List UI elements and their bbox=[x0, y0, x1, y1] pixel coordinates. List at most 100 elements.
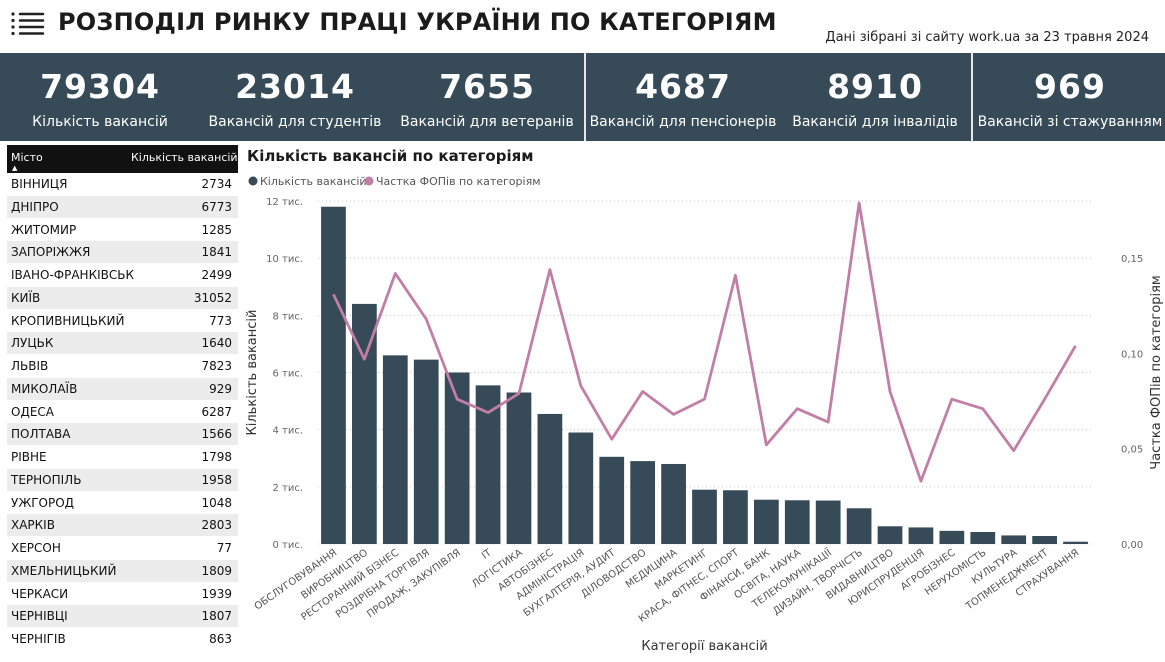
city-cell: ХМЕЛЬНИЦЬКИЙ bbox=[11, 563, 117, 578]
bar[interactable] bbox=[1063, 541, 1088, 544]
city-cell: КИЇВ bbox=[11, 290, 41, 305]
menu-list-icon[interactable] bbox=[9, 10, 45, 38]
table-row[interactable]: КИЇВ 31052 bbox=[7, 286, 238, 310]
bar[interactable] bbox=[970, 531, 996, 544]
kpi-divider bbox=[584, 53, 586, 141]
legend-marker-bars bbox=[248, 176, 258, 186]
city-cell: ХЕРСОН bbox=[11, 541, 61, 555]
category-chart: Кількість вакансій по категоріям Кількіст… bbox=[243, 143, 1165, 658]
city-cell: ПОЛТАВА bbox=[11, 427, 71, 442]
count-cell: 1285 bbox=[201, 222, 232, 237]
y-axis-label: Кількість вакансій bbox=[245, 310, 260, 436]
table-row[interactable]: ЧЕРКАСИ 1939 bbox=[7, 583, 238, 606]
y-tick-label: 0 тис. bbox=[272, 540, 303, 551]
city-cell: РІВНЕ bbox=[11, 450, 47, 464]
kpi-veterans[interactable]: 7655 Вакансій для ветеранів bbox=[387, 53, 587, 141]
column-header-count[interactable]: Кількість вакансій bbox=[131, 151, 238, 164]
count-cell: 7823 bbox=[201, 359, 232, 373]
table-row[interactable]: ЧЕРНІГІВ 863 bbox=[7, 628, 238, 651]
bar[interactable] bbox=[568, 432, 594, 544]
bar[interactable] bbox=[846, 508, 872, 544]
legend-marker-line bbox=[364, 176, 374, 186]
y2-tick-label: 0,00 bbox=[1121, 540, 1143, 551]
table-row[interactable]: МИКОЛАЇВ 929 bbox=[7, 377, 238, 401]
bar[interactable] bbox=[413, 359, 439, 544]
count-cell: 1048 bbox=[201, 495, 232, 510]
city-cell: ХАРКІВ bbox=[11, 518, 55, 533]
bar[interactable] bbox=[444, 372, 470, 545]
bar[interactable] bbox=[1001, 535, 1027, 544]
table-row[interactable]: ОДЕСА 6287 bbox=[7, 401, 238, 424]
kpi-divider bbox=[971, 53, 973, 141]
table-row[interactable]: ІВАНО-ФРАНКІВСЬК 2499 bbox=[7, 264, 238, 287]
count-cell: 1640 bbox=[201, 336, 232, 351]
table-row[interactable]: ЛУЦЬК 1640 bbox=[7, 332, 238, 355]
header: РОЗПОДІЛ РИНКУ ПРАЦІ УКРАЇНИ ПО КАТЕГОРІ… bbox=[0, 0, 1165, 52]
y-tick-label: 8 тис. bbox=[272, 311, 303, 322]
bar[interactable] bbox=[784, 500, 810, 544]
kpi-internship[interactable]: 969 Вакансій зі стажуванням bbox=[970, 53, 1165, 141]
bar[interactable] bbox=[599, 456, 625, 544]
bar[interactable] bbox=[908, 527, 934, 544]
kpi-label: Вакансій для інвалідів bbox=[792, 114, 958, 130]
table-header: Місто ▲ Кількість вакансій bbox=[7, 145, 238, 173]
bar[interactable] bbox=[661, 463, 686, 544]
kpi-total-vacancies[interactable]: 79304 Кількість вакансій bbox=[0, 53, 200, 141]
bar[interactable] bbox=[723, 490, 748, 544]
y2-tick-label: 0,15 bbox=[1121, 254, 1143, 265]
table-row[interactable]: ХМЕЛЬНИЦЬКИЙ 1809 bbox=[7, 559, 238, 583]
legend-label-line: Частка ФОПів по категоріям bbox=[376, 175, 541, 188]
kpi-value: 4687 bbox=[635, 67, 731, 106]
kpi-students[interactable]: 23014 Вакансій для студентів bbox=[195, 53, 395, 141]
table-row[interactable]: ДНІПРО 6773 bbox=[7, 195, 238, 219]
table-row[interactable]: ХЕРСОН 77 bbox=[7, 537, 238, 560]
table-row[interactable]: УЖГОРОД 1048 bbox=[7, 492, 238, 515]
count-cell: 1807 bbox=[201, 609, 232, 624]
kpi-value: 23014 bbox=[235, 67, 355, 106]
y2-tick-label: 0,05 bbox=[1121, 445, 1143, 456]
bar[interactable] bbox=[1032, 535, 1057, 544]
count-cell: 1798 bbox=[201, 450, 232, 464]
count-cell: 31052 bbox=[193, 290, 232, 305]
table-row[interactable]: РІВНЕ 1798 bbox=[7, 446, 238, 469]
city-cell: КРОПИВНИЦЬКИЙ bbox=[11, 313, 125, 328]
bar[interactable] bbox=[321, 206, 346, 544]
table-row[interactable]: ВІННИЦЯ 2734 bbox=[7, 173, 238, 196]
kpi-disabled[interactable]: 8910 Вакансій для інвалідів bbox=[775, 53, 975, 141]
city-cell: ЧЕРНІВЦІ bbox=[11, 609, 68, 624]
x-axis-label: Категорії вакансій bbox=[641, 639, 767, 654]
table-row[interactable]: ЧЕРНІВЦІ 1807 bbox=[7, 605, 238, 628]
count-cell: 1939 bbox=[201, 586, 232, 601]
city-cell: ЗАПОРІЖЖЯ bbox=[11, 245, 91, 260]
bar[interactable] bbox=[382, 355, 408, 544]
city-cell: ІВАНО-ФРАНКІВСЬК bbox=[11, 268, 134, 282]
table-row[interactable]: ЖИТОМИР 1285 bbox=[7, 219, 238, 242]
kpi-value: 7655 bbox=[439, 67, 535, 106]
bar[interactable] bbox=[753, 499, 779, 544]
bar[interactable] bbox=[537, 413, 563, 544]
kpi-label: Кількість вакансій bbox=[32, 114, 168, 130]
table-row[interactable]: ПОЛТАВА 1566 bbox=[7, 423, 238, 446]
table-body: ВІННИЦЯ 2734 ДНІПРО 6773 ЖИТОМИР 1285 ЗАПОРІЖЖ… bbox=[7, 173, 238, 651]
column-header-city[interactable]: Місто bbox=[11, 151, 43, 164]
city-cell: ЛУЦЬК bbox=[11, 336, 54, 351]
table-row[interactable]: ЛЬВІВ 7823 bbox=[7, 355, 238, 378]
table-row[interactable]: КРОПИВНИЦЬКИЙ 773 bbox=[7, 310, 238, 333]
kpi-value: 79304 bbox=[40, 67, 160, 106]
bar[interactable] bbox=[877, 526, 903, 544]
count-cell: 1958 bbox=[201, 472, 232, 487]
bar[interactable] bbox=[939, 530, 965, 544]
kpi-pensioners[interactable]: 4687 Вакансій для пенсіонерів bbox=[583, 53, 783, 141]
table-row[interactable]: ТЕРНОПІЛЬ 1958 bbox=[7, 468, 238, 492]
x-tick-label: IT bbox=[480, 547, 494, 562]
count-cell: 929 bbox=[209, 381, 232, 396]
sort-ascending-icon[interactable]: ▲ bbox=[12, 164, 18, 172]
bar[interactable] bbox=[630, 461, 656, 544]
bar[interactable] bbox=[692, 489, 717, 544]
table-row[interactable]: ЗАПОРІЖЖЯ 1841 bbox=[7, 241, 238, 264]
bar[interactable] bbox=[815, 500, 841, 544]
fop-share-line[interactable] bbox=[332, 201, 1077, 483]
kpi-label: Вакансій для студентів bbox=[208, 114, 382, 130]
table-row[interactable]: ХАРКІВ 2803 bbox=[7, 514, 238, 537]
bar[interactable] bbox=[506, 392, 532, 544]
